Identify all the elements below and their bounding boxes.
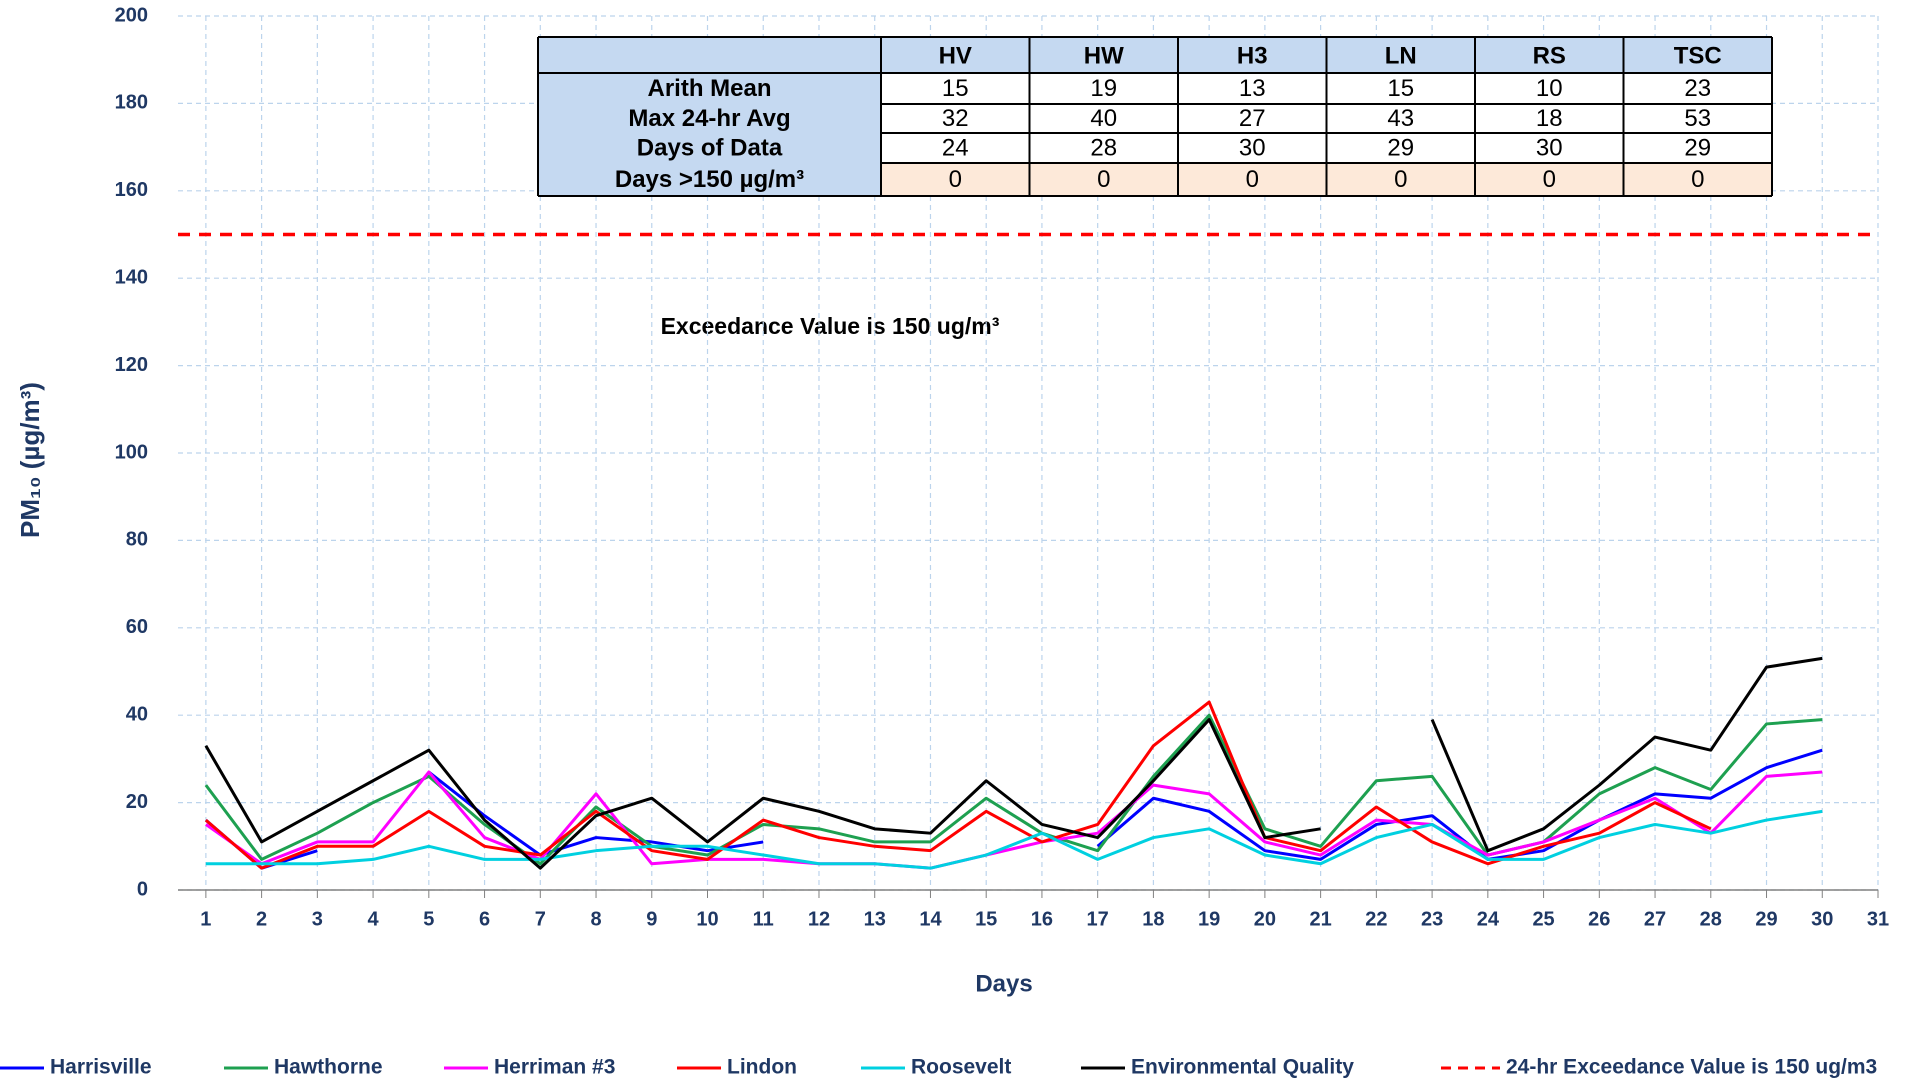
table-header: HW — [1084, 42, 1124, 69]
legend-label: Harrisville — [50, 1056, 152, 1079]
x-tick-label: 7 — [535, 908, 546, 930]
legend-label: Environmental Quality — [1131, 1056, 1354, 1079]
x-tick-label: 25 — [1532, 908, 1554, 930]
table-cell: 29 — [1684, 134, 1711, 161]
table-cell: 24 — [942, 134, 969, 161]
x-tick-label: 29 — [1755, 908, 1777, 930]
x-tick-label: 27 — [1644, 908, 1666, 930]
legend-label: Roosevelt — [911, 1056, 1011, 1079]
x-tick-label: 24 — [1477, 908, 1500, 930]
series-line — [205, 809, 1823, 870]
table-cell: 0 — [1246, 166, 1259, 193]
table-cell: 32 — [942, 105, 969, 132]
y-tick-label: 60 — [126, 616, 148, 638]
table-header: H3 — [1237, 42, 1268, 69]
x-tick-label: 3 — [312, 908, 323, 930]
y-tick-label: 160 — [115, 179, 148, 201]
y-tick-label: 20 — [126, 791, 148, 813]
table-cell: 27 — [1239, 105, 1266, 132]
table-cell: 30 — [1536, 134, 1563, 161]
y-tick-label: 140 — [115, 266, 148, 288]
table-cell: 23 — [1684, 75, 1711, 102]
series-line — [204, 700, 1712, 870]
x-tick-label: 17 — [1087, 908, 1109, 930]
table-cell: 28 — [1090, 134, 1117, 161]
y-tick-label: 40 — [126, 703, 148, 725]
table-header: HV — [939, 42, 972, 69]
table-row-label: Days of Data — [637, 134, 783, 161]
table-cell: 53 — [1684, 105, 1711, 132]
x-tick-label: 26 — [1588, 908, 1610, 930]
x-tick-label: 31 — [1867, 908, 1889, 930]
table-cell: 18 — [1536, 105, 1563, 132]
table-cell: 43 — [1387, 105, 1414, 132]
table-cell: 40 — [1090, 105, 1117, 132]
table-cell: 0 — [1097, 166, 1110, 193]
x-tick-label: 4 — [368, 908, 380, 930]
x-tick-label: 10 — [696, 908, 718, 930]
y-tick-label: 80 — [126, 529, 148, 551]
x-tick-label: 22 — [1365, 908, 1387, 930]
x-tick-label: 6 — [479, 908, 490, 930]
table-cell: 15 — [1387, 75, 1414, 102]
x-tick-label: 16 — [1031, 908, 1053, 930]
x-tick-label: 5 — [423, 908, 434, 930]
series-line — [205, 770, 1823, 870]
table-cell: 0 — [1394, 166, 1407, 193]
table-header: LN — [1385, 42, 1417, 69]
table-cell: 10 — [1536, 75, 1563, 102]
table-cell: 19 — [1090, 75, 1117, 102]
x-tick-label: 13 — [864, 908, 886, 930]
x-tick-label: 1 — [200, 908, 211, 930]
x-tick-label: 2 — [256, 908, 267, 930]
table-row-label: Max 24-hr Avg — [628, 105, 790, 132]
y-tick-label: 120 — [115, 354, 148, 376]
annotation: Exceedance Value is 150 ug/m³ — [661, 313, 1000, 339]
y-axis-label: PM₁₀ (µg/m³) — [15, 382, 45, 538]
legend-label: Herriman #3 — [494, 1056, 615, 1079]
x-tick-label: 14 — [919, 908, 942, 930]
x-tick-label: 12 — [808, 908, 830, 930]
table-header-bg — [538, 37, 1772, 73]
y-tick-label: 100 — [115, 441, 148, 463]
table-cell: 0 — [1691, 166, 1704, 193]
table-row-label: Days >150 µg/m³ — [615, 166, 804, 193]
table-cell: 0 — [949, 166, 962, 193]
table-header: RS — [1533, 42, 1566, 69]
table-label-bg — [538, 73, 881, 196]
table-cell: 30 — [1239, 134, 1266, 161]
y-tick-label: 0 — [137, 878, 148, 900]
series-line — [204, 656, 1823, 870]
table-cell: 15 — [942, 75, 969, 102]
x-tick-label: 23 — [1421, 908, 1443, 930]
x-tick-label: 8 — [590, 908, 601, 930]
x-tick-label: 19 — [1198, 908, 1220, 930]
x-tick-label: 18 — [1142, 908, 1164, 930]
x-axis-label: Days — [975, 970, 1032, 997]
series-line — [204, 713, 1823, 866]
table-row-label: Arith Mean — [647, 75, 771, 102]
x-tick-label: 11 — [753, 908, 774, 930]
x-tick-label: 28 — [1700, 908, 1722, 930]
x-tick-label: 30 — [1811, 908, 1833, 930]
table-header: TSC — [1674, 42, 1722, 69]
x-tick-label: 21 — [1309, 908, 1331, 930]
y-tick-label: 180 — [115, 92, 148, 114]
x-tick-label: 20 — [1254, 908, 1276, 930]
legend-label: 24-hr Exceedance Value is 150 ug/m3 — [1506, 1056, 1877, 1079]
legend-label: Hawthorne — [274, 1056, 383, 1079]
legend-label: Lindon — [727, 1056, 797, 1079]
table-cell: 29 — [1387, 134, 1414, 161]
y-tick-label: 200 — [115, 4, 148, 26]
x-tick-label: 15 — [975, 908, 997, 930]
x-tick-label: 9 — [646, 908, 657, 930]
table-cell: 0 — [1543, 166, 1556, 193]
table-cell: 13 — [1239, 75, 1266, 102]
